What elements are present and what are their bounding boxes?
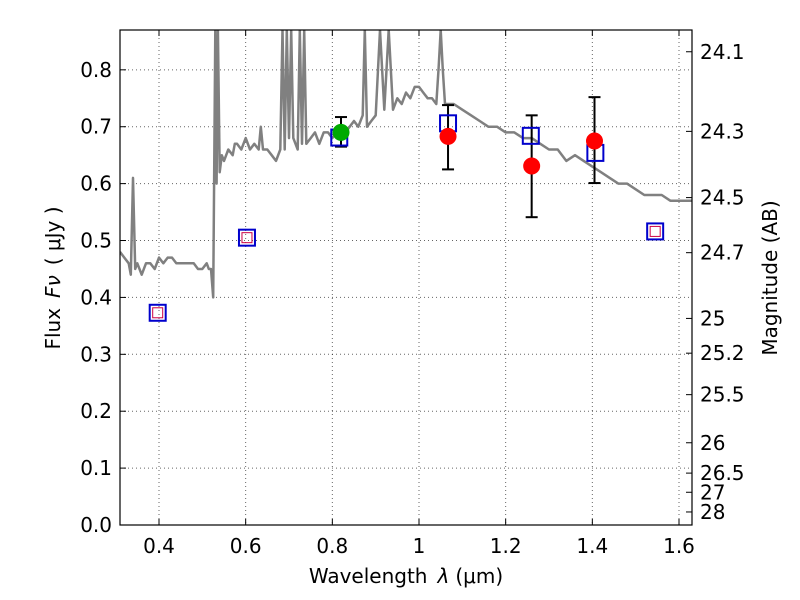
mag-tick-label: 24.1 (700, 40, 745, 64)
y-tick-label: 0.2 (80, 399, 112, 423)
observed-point (586, 132, 603, 150)
mag-tick-label: 27 (700, 480, 725, 504)
x-tick-label: 0.8 (316, 534, 348, 558)
x-tick-label: 1.4 (576, 534, 608, 558)
model-photometry-square (237, 228, 256, 247)
mag-tick-label: 26 (700, 431, 725, 455)
spectrum-line (120, 30, 692, 299)
mag-tick-label: 25.5 (700, 383, 745, 407)
observed-point (523, 157, 541, 175)
x-tick-label: 1.2 (490, 534, 522, 558)
x-tick-label: 1 (413, 534, 426, 558)
y-tick-label: 0.6 (80, 172, 112, 196)
x-tick-label: 0.4 (143, 534, 175, 558)
y-axis-title: FluxFν( μJy ) (41, 206, 65, 349)
mag-tick-label: 24.3 (700, 119, 745, 143)
y-tick-label: 0.5 (80, 229, 112, 253)
model-photometry-square (521, 126, 540, 145)
inner-square (649, 225, 661, 237)
y-tick-label: 0.0 (80, 513, 112, 537)
inner-square (241, 232, 253, 244)
inner-square (152, 307, 164, 319)
tick-labels: 0.4 0.6 0.8 1 1.2 1.4 1.6 0.0 0.1 0.2 0.3 0.4 0.5 0.6… (80, 40, 744, 558)
tick-marks (120, 30, 692, 526)
x-tick-label: 1.6 (663, 534, 695, 558)
y-tick-label: 0.1 (80, 456, 112, 480)
y-tick-label: 0.3 (80, 342, 112, 366)
mag-tick-label: 26.5 (700, 461, 745, 485)
y2-axis-title: Magnitude (AB) (758, 200, 782, 355)
model-photometry-square (646, 222, 665, 241)
mag-tick-label: 25 (700, 306, 725, 330)
observed-point (439, 127, 457, 145)
x-axis-title: Wavelength λ (μm) (309, 564, 503, 588)
mag-tick-label: 24.7 (700, 241, 745, 265)
y-tick-label: 0.4 (80, 285, 112, 309)
mag-tick-label: 25.2 (700, 341, 745, 365)
spectrum-layer (120, 30, 692, 299)
markers-layer (148, 96, 665, 322)
mag-tick-label: 24.5 (700, 186, 745, 210)
mag-tick-label: 28 (700, 500, 725, 524)
y-tick-label: 0.8 (80, 58, 112, 82)
observed-point (332, 123, 350, 141)
y-tick-label: 0.7 (80, 115, 112, 139)
model-photometry-square (148, 303, 167, 322)
grid (120, 30, 692, 526)
x-tick-label: 0.6 (230, 534, 262, 558)
plot-frame (119, 29, 693, 526)
